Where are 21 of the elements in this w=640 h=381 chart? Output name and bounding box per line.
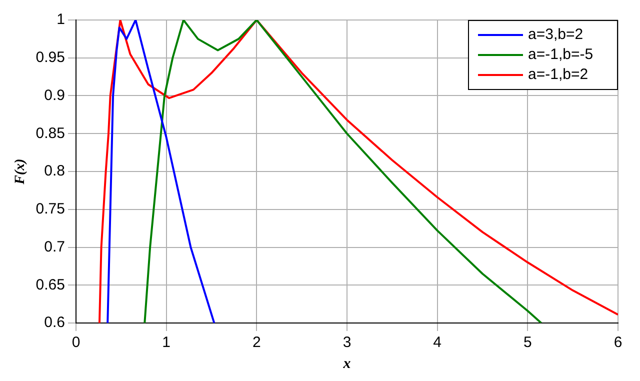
y-tick-label: 0.95	[36, 49, 65, 66]
x-tick-label: 0	[72, 334, 80, 352]
y-tick-label: 0.9	[44, 86, 65, 104]
y-tick-label: 1	[56, 11, 65, 28]
y-axis-title: F(x)	[13, 158, 28, 186]
x-tick-label: 2	[252, 334, 261, 352]
y-tick-label: 0.65	[36, 276, 65, 294]
x-tick-label: 5	[523, 334, 532, 352]
y-tick-label: 0.85	[36, 124, 65, 142]
x-tick-label: 4	[433, 334, 442, 352]
x-tick-label: 1	[162, 334, 170, 352]
legend-label: a=-1,b=2	[528, 66, 588, 84]
y-tick-label: 0.8	[44, 162, 65, 180]
legend-label: a=-1,b=-5	[528, 46, 594, 64]
x-tick-label: 3	[342, 334, 352, 352]
y-tick-label: 0.6	[44, 314, 65, 332]
legend-label: a=3,b=2	[528, 26, 584, 44]
x-tick-label: 6	[614, 334, 622, 352]
y-tick-label: 0.75	[36, 200, 65, 218]
x-axis-title: x	[342, 356, 352, 372]
y-tick-label: 0.7	[44, 238, 65, 256]
